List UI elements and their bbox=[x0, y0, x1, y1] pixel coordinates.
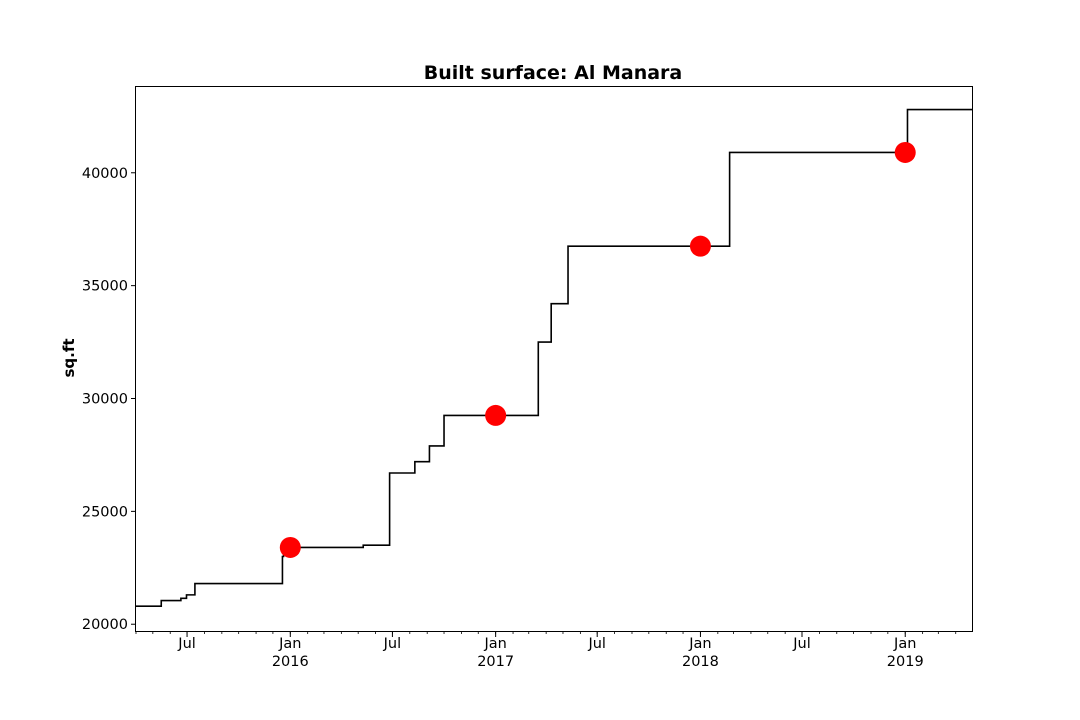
marker-point-1 bbox=[485, 404, 507, 426]
marker-point-2 bbox=[689, 235, 711, 257]
plot-area bbox=[136, 108, 972, 607]
marker-point-0 bbox=[279, 536, 301, 558]
x-tick-year-3: 2017 bbox=[477, 654, 514, 670]
x-tick-label-2: Jul bbox=[383, 636, 402, 652]
x-tick-label-5: Jan bbox=[688, 636, 711, 652]
x-tick-label-0: Jul bbox=[177, 636, 196, 652]
y-axis-label: sq.ft bbox=[60, 338, 78, 377]
series-line bbox=[136, 108, 972, 607]
x-tick-year-7: 2019 bbox=[887, 654, 924, 670]
x-tick-label-4: Jul bbox=[587, 636, 606, 652]
x-tick-label-6: Jul bbox=[792, 636, 811, 652]
x-tick-label-1: Jan bbox=[278, 636, 301, 652]
chart-title: Built surface: Al Manara bbox=[424, 62, 683, 84]
axes: 20000 25000 30000 35000 40000 Jul Jan 2016 Jul Ja… bbox=[82, 166, 957, 670]
y-tick-label-3: 35000 bbox=[82, 279, 128, 295]
marker-point-3 bbox=[894, 141, 916, 163]
y-tick-label-0: 20000 bbox=[82, 617, 128, 633]
x-tick-label-3: Jan bbox=[483, 636, 506, 652]
plot-frame bbox=[135, 86, 973, 632]
y-tick-label-1: 25000 bbox=[82, 504, 128, 520]
x-tick-year-1: 2016 bbox=[272, 654, 309, 670]
x-tick-label-7: Jan bbox=[893, 636, 916, 652]
x-tick-year-5: 2018 bbox=[682, 654, 719, 670]
y-tick-label-2: 30000 bbox=[82, 392, 128, 408]
y-tick-label-4: 40000 bbox=[82, 166, 128, 182]
